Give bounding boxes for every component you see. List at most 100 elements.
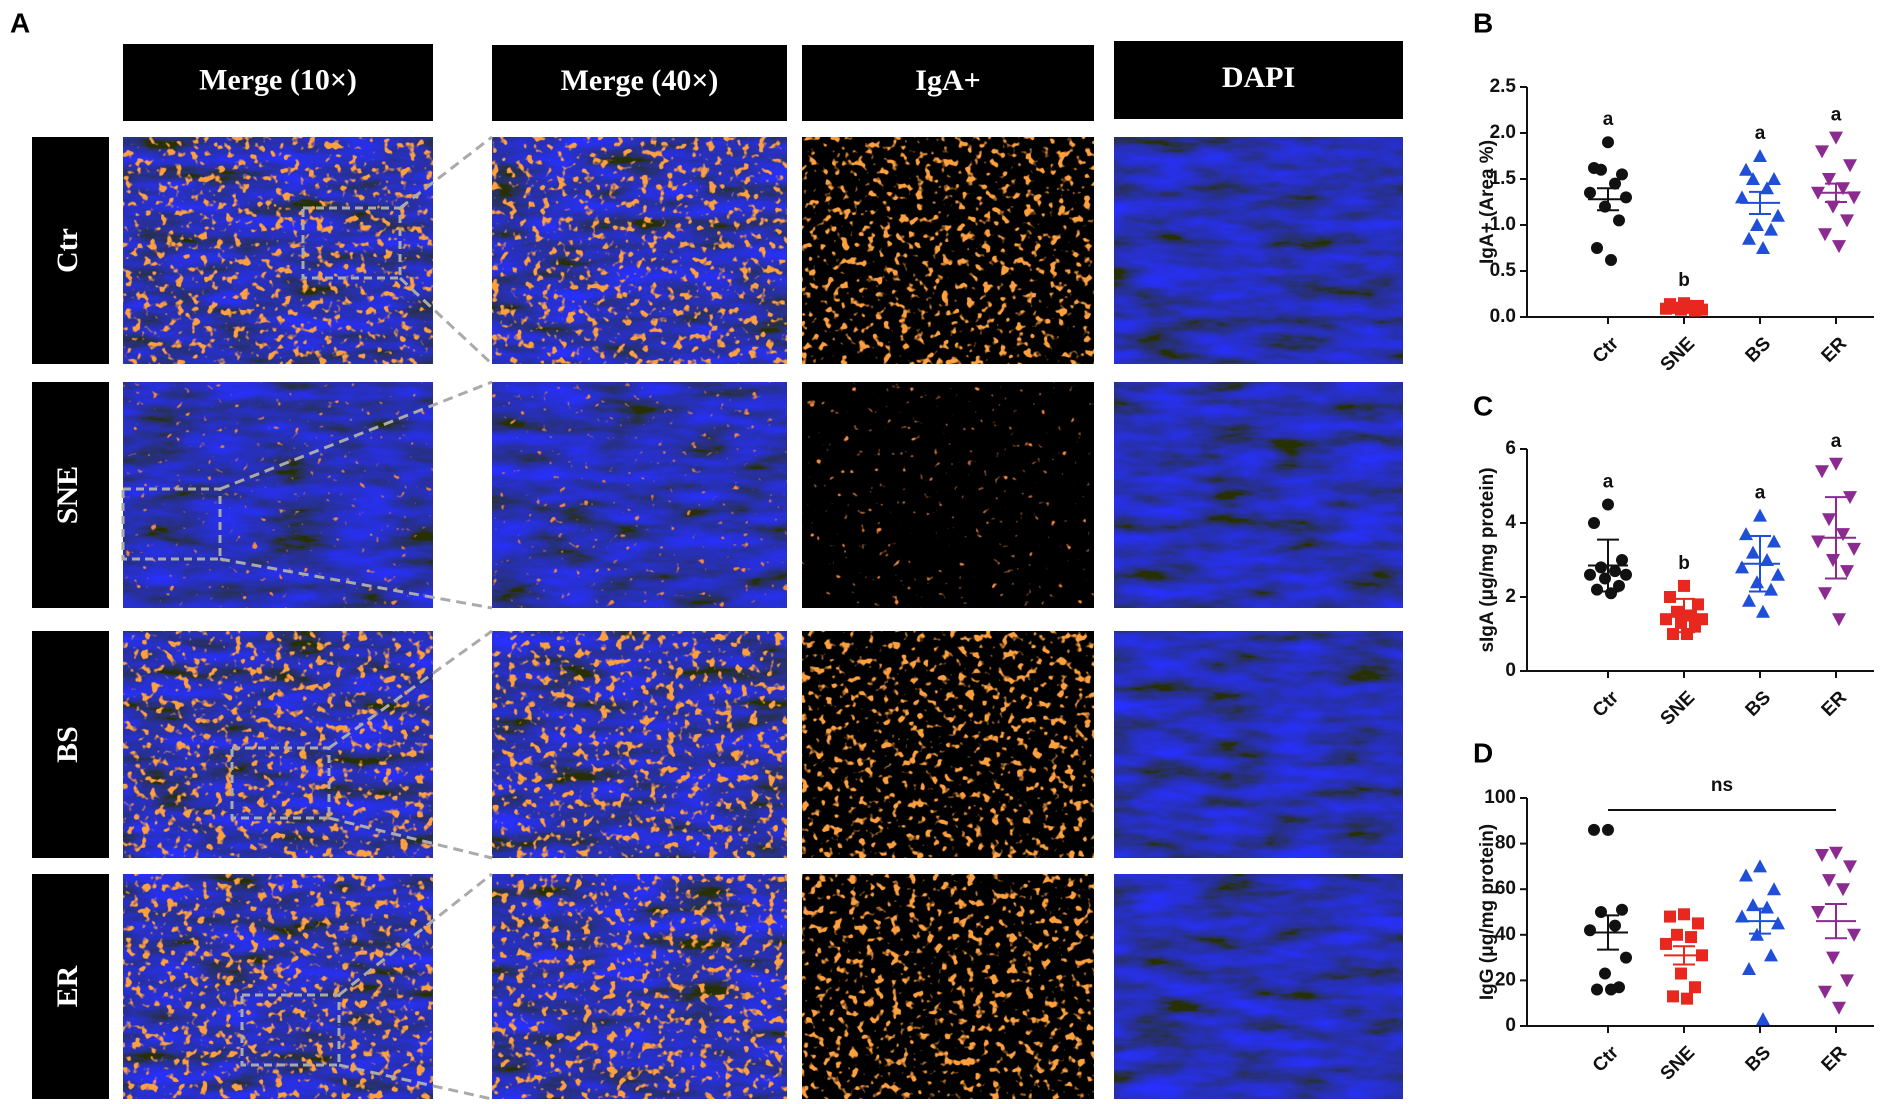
data-point [1836,182,1850,196]
y-tick-label: 60 [1495,878,1516,899]
data-point [1829,131,1843,145]
row-label-box [32,874,109,1099]
data-point [1767,534,1781,548]
data-point [1667,990,1679,1003]
y-tick-label: 2 [1505,586,1516,607]
data-point [1613,579,1625,592]
data-point [1756,241,1770,254]
data-point [1602,823,1614,836]
y-tick-label: 0.0 [1490,306,1516,327]
data-point [1692,598,1704,611]
zoom-line [399,135,493,210]
data-point [1591,242,1603,254]
data-point [1685,931,1697,944]
iga-stain [123,631,433,858]
data-point [1753,149,1767,162]
error-bar [1825,496,1847,580]
dapi-stain [1114,382,1403,608]
data-point [1822,173,1836,186]
data-point [1847,928,1861,942]
iga-stain [492,382,787,608]
x-tick-label: Ctr [1589,687,1624,722]
data-point [1815,465,1829,479]
data-point [1735,190,1749,204]
x-tick-label: ER [1818,687,1852,721]
significance-label: ns [1711,775,1733,796]
data-point [1815,145,1829,159]
data-point [1840,214,1854,228]
y-axis-label: IgA+ (Area %) [1477,140,1498,264]
zoom-box [121,487,222,561]
data-point [1822,874,1836,888]
data-point [1843,491,1857,505]
y-tick-label: 0 [1505,1015,1516,1036]
error-bar [1825,182,1847,203]
data-point [1739,868,1753,882]
significance-letter: a [1755,483,1766,504]
dapi-stain [1114,137,1403,364]
data-point [1605,587,1617,600]
dapi-stain [1114,631,1403,858]
data-point [1767,882,1781,896]
x-tick-label: ER [1818,1042,1852,1076]
x-tick-label: BS [1742,687,1776,721]
data-point [1599,967,1611,980]
data-point [1584,186,1596,199]
row-label-box [32,631,109,858]
error-bar [1597,538,1619,593]
significance-letter: b [1678,270,1690,291]
data-point [1616,903,1628,916]
y-tick-label: 2.5 [1490,76,1517,97]
data-point [1692,917,1704,930]
data-point [1588,517,1600,529]
x-tick-label: Ctr [1589,1042,1624,1077]
iga-stain [802,631,1094,858]
iga-stain [802,382,1094,608]
data-point [1771,916,1785,930]
data-point [1832,613,1846,627]
panel-label: D [1473,737,1493,768]
data-point [1760,900,1774,914]
y-tick-label: 0.5 [1490,260,1517,281]
row-label-box [32,137,109,364]
iga-stain [123,137,433,364]
error-bar [1673,597,1695,634]
zoom-box [301,206,402,280]
data-point [1620,951,1632,964]
zoom-line [338,872,493,997]
zoom-box [240,993,341,1067]
data-point [1840,565,1854,579]
zoom-line [328,816,493,860]
iga-stain [802,137,1094,364]
y-tick-label: 6 [1505,438,1516,459]
error-bar [1749,907,1771,935]
zoom-line [219,380,493,491]
column-header: Merge (10×) [199,63,357,96]
column-header: Merge (40×) [561,64,719,97]
data-point [1826,200,1840,214]
data-point [1829,846,1843,860]
x-tick-label: BS [1742,1042,1776,1076]
y-tick-label: 40 [1495,924,1516,945]
dapi-stain [1114,874,1403,1099]
significance-letter: a [1831,431,1842,452]
y-axis-label: sIgA (μg/mg protein) [1477,467,1498,652]
data-point [1609,919,1621,932]
data-point [1660,937,1672,950]
y-tick-label: 1.0 [1490,214,1516,235]
data-point [1735,909,1749,923]
iga-stain [492,631,787,858]
data-point [1584,568,1596,581]
column-header: IgA+ [915,64,980,97]
data-point [1667,628,1679,640]
error-bar [1673,945,1695,966]
data-point [1595,561,1607,574]
data-point [1664,910,1676,923]
data-point [1609,177,1621,190]
panel-label: B [1473,7,1493,38]
data-point [1771,208,1785,222]
data-point [1771,567,1785,581]
data-point [1753,859,1767,873]
data-point [1675,616,1687,629]
